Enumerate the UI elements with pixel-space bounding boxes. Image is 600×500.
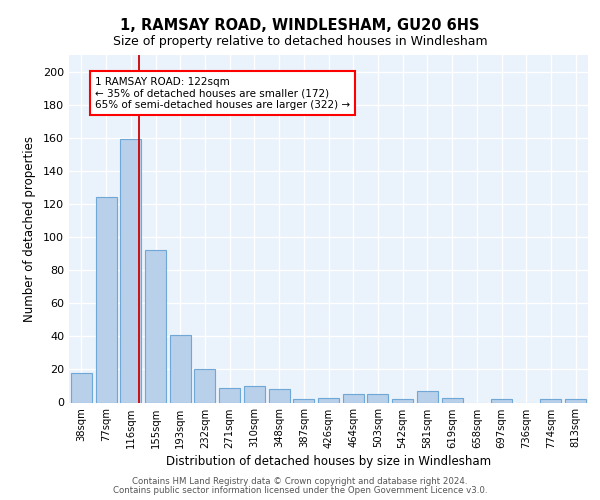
Bar [442,398,463,402]
X-axis label: Distribution of detached houses by size in Windlesham: Distribution of detached houses by size … [166,454,491,468]
Bar [145,250,166,402]
Bar [392,399,413,402]
Bar [244,386,265,402]
Text: 1, RAMSAY ROAD, WINDLESHAM, GU20 6HS: 1, RAMSAY ROAD, WINDLESHAM, GU20 6HS [120,18,480,32]
Bar [343,394,364,402]
Bar [293,399,314,402]
Text: 1 RAMSAY ROAD: 122sqm
← 35% of detached houses are smaller (172)
65% of semi-det: 1 RAMSAY ROAD: 122sqm ← 35% of detached … [95,76,350,110]
Bar [95,198,116,402]
Bar [219,388,240,402]
Text: Contains HM Land Registry data © Crown copyright and database right 2024.: Contains HM Land Registry data © Crown c… [132,477,468,486]
Bar [170,334,191,402]
Bar [71,372,92,402]
Bar [318,398,339,402]
Bar [269,390,290,402]
Bar [491,399,512,402]
Bar [541,399,562,402]
Text: Contains public sector information licensed under the Open Government Licence v3: Contains public sector information licen… [113,486,487,495]
Bar [194,370,215,402]
Bar [120,140,141,402]
Text: Size of property relative to detached houses in Windlesham: Size of property relative to detached ho… [113,35,487,48]
Y-axis label: Number of detached properties: Number of detached properties [23,136,36,322]
Bar [367,394,388,402]
Bar [417,391,438,402]
Bar [565,399,586,402]
